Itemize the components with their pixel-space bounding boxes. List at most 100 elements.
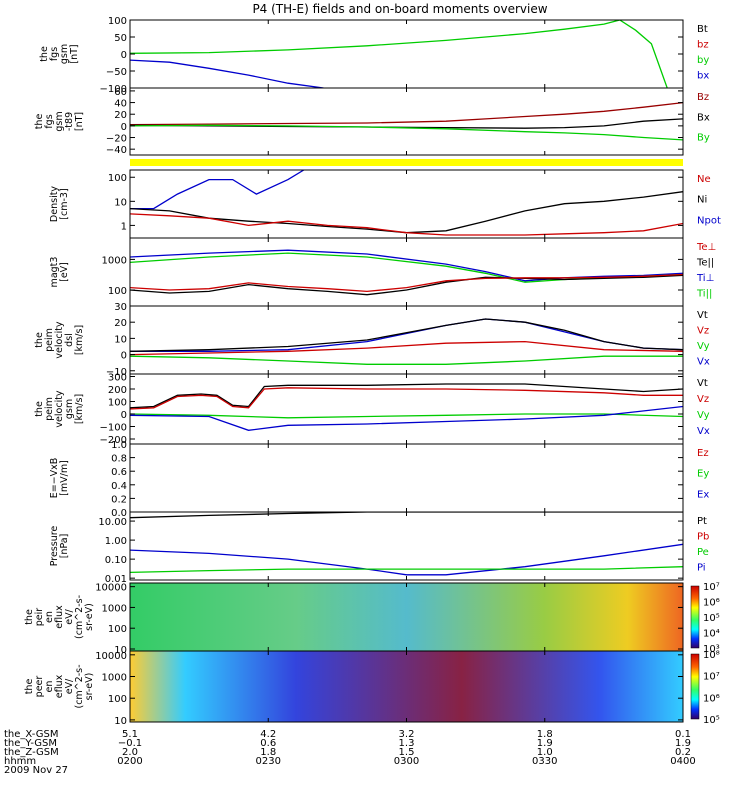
x-axis-tick-value: 0230 <box>256 756 281 767</box>
y-tick-label: 10 <box>114 645 127 656</box>
y-axis-label: [km/s] <box>74 325 85 355</box>
panel-frame <box>129 443 684 513</box>
y-tick-label: 100 <box>108 398 127 409</box>
series-line-Ni <box>130 191 683 234</box>
series-line-Pe <box>130 566 683 574</box>
y-tick-label: 20 <box>114 318 127 329</box>
y-tick-label: 10 <box>114 197 127 208</box>
y-axis-label: Pressure <box>49 526 60 567</box>
y-axis-label: Density <box>49 186 60 222</box>
y-tick-label: −40 <box>106 145 127 156</box>
series-line-Vy <box>130 413 683 419</box>
y-axis-label: [nPa] <box>59 534 70 559</box>
y-tick-label: 100 <box>108 694 127 705</box>
y-axis-label: [nT] <box>69 44 80 63</box>
y-tick-label: 0.8 <box>111 454 127 465</box>
y-axis-label: (cm^2-s- <box>74 665 85 709</box>
series-line-bx <box>130 59 324 88</box>
y-tick-label: −200 <box>100 435 127 446</box>
y-tick-label: −10 <box>106 367 127 378</box>
y-axis-label: the <box>34 401 45 417</box>
y-axis-label: peir <box>34 608 45 627</box>
y-tick-label: 1000 <box>102 255 127 266</box>
panel-1: Bt bz by bx 100 50 0 −50 −100 the fgs gsm [nT] <box>39 16 709 95</box>
legend-item: Vz <box>697 394 709 405</box>
x-axis-tick-value: 0300 <box>394 756 419 767</box>
series-line-Ti⊥ <box>130 249 683 282</box>
y-axis-label: -t89 <box>64 112 75 131</box>
legend-item: Bz <box>697 92 709 103</box>
y-tick-label: 0.4 <box>111 481 127 492</box>
y-axis-label: (cm^2-s- <box>74 595 85 639</box>
legend-item: Ez <box>697 448 709 459</box>
panel-frame <box>129 237 684 307</box>
colorbar <box>690 585 700 649</box>
legend-item: Vy <box>697 341 710 352</box>
y-tick-label: 1 <box>121 221 127 232</box>
legend-item: Vt <box>697 310 708 321</box>
x-axis-row-label: the_Y-GSM <box>4 738 57 749</box>
y-tick-label: 0.6 <box>111 467 127 478</box>
y-axis-label: eflux <box>54 674 65 698</box>
legend-item: Ti|| <box>696 289 712 300</box>
legend-item: Te|| <box>696 258 714 269</box>
legend-item: Ti⊥ <box>696 273 714 284</box>
colorbar-label: 10⁵ <box>703 613 720 624</box>
panel-10: 10⁸ 10⁷ 10⁶ 10⁵ 10000 1000 100 10 the peer en eflux… <box>24 650 720 727</box>
x-axis-tick-value: 1.8 <box>537 729 553 740</box>
series-line-Vz <box>130 340 683 356</box>
legend-item: Te⊥ <box>696 242 716 253</box>
legend-item: Pt <box>697 516 707 527</box>
y-axis-label: eflux <box>54 605 65 629</box>
series-line-Pt <box>130 512 683 519</box>
y-tick-label: 300 <box>108 373 127 384</box>
y-tick-label: 0 <box>121 410 127 421</box>
y-tick-label: −50 <box>106 67 127 78</box>
y-tick-label: 0 <box>121 50 127 61</box>
y-tick-label: 50 <box>114 33 127 44</box>
y-axis-label: the <box>34 332 45 348</box>
y-tick-label: 10000 <box>95 651 127 662</box>
colorbar-label: 10⁵ <box>703 715 720 726</box>
colorbar <box>690 653 700 720</box>
x-axis-tick-value: 1.5 <box>399 747 415 758</box>
y-axis-label: [km/s] <box>74 394 85 424</box>
legend-item: by <box>697 55 709 66</box>
y-axis-label: [eV] <box>59 262 70 282</box>
panel-4: Te⊥ Te|| Ti⊥ Ti|| 1000 100 magt3 [eV] <box>49 237 716 307</box>
x-axis-tick-value: 1.3 <box>399 738 415 749</box>
x-axis-tick-value: 0330 <box>532 756 557 767</box>
y-axis-label: fgs <box>44 114 55 128</box>
y-tick-label: 0.01 <box>105 574 127 585</box>
y-axis-label: the <box>24 679 35 695</box>
series-line-Vt <box>130 318 683 352</box>
legend-item: Pe <box>697 547 709 558</box>
y-axis-label: peim <box>44 397 55 421</box>
legend-item: Bx <box>697 112 710 123</box>
y-axis-label: E=−VxB <box>49 458 60 499</box>
y-axis-label: dsl <box>64 333 75 347</box>
y-tick-label: 60 <box>114 87 127 98</box>
legend-item: Npot <box>697 215 721 226</box>
panel-7: Ez Ey Ex 1.0 0.8 0.6 0.4 0.2 0.0 E=−VxB [mV/m] <box>49 440 709 519</box>
y-tick-label: 100 <box>108 173 127 184</box>
series-line-Vx <box>130 318 683 352</box>
series-line-Te⊥ <box>130 273 683 293</box>
legend-item: Bt <box>697 24 708 35</box>
y-tick-label: 1000 <box>102 673 127 684</box>
y-axis-label: fgs <box>49 47 60 61</box>
colorbar-label: 10⁶ <box>703 693 720 704</box>
legend-item: Vz <box>697 326 709 337</box>
series-line-Vy <box>130 355 683 365</box>
y-axis-label: sr-eV) <box>84 673 95 701</box>
y-tick-label: 0 <box>121 351 127 362</box>
y-tick-label: 1.0 <box>111 440 127 451</box>
y-tick-label: 1.00 <box>105 536 127 547</box>
y-axis-label: gsm <box>54 111 65 131</box>
x-axis-tick-value: 1.0 <box>537 747 553 758</box>
colorbar-label: 10⁶ <box>703 598 720 609</box>
legend-item: Pi <box>697 563 706 574</box>
